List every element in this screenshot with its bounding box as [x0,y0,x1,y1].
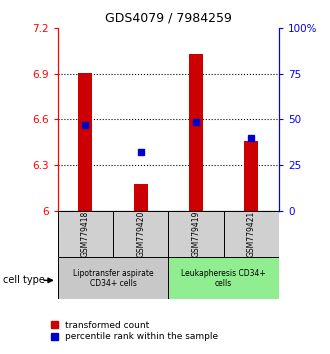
Text: GSM779418: GSM779418 [81,211,90,257]
FancyBboxPatch shape [168,257,279,299]
Bar [134,184,148,211]
FancyBboxPatch shape [113,211,168,257]
Text: GSM779421: GSM779421 [247,211,256,257]
Text: GSM779420: GSM779420 [136,210,145,257]
Bar [79,73,92,211]
Text: GSM779419: GSM779419 [191,210,200,257]
Text: Lipotransfer aspirate
CD34+ cells: Lipotransfer aspirate CD34+ cells [73,269,153,288]
FancyBboxPatch shape [58,257,168,299]
Bar [189,54,203,211]
Bar [244,141,258,211]
FancyBboxPatch shape [58,211,113,257]
Legend: transformed count, percentile rank within the sample: transformed count, percentile rank withi… [51,321,218,341]
Text: cell type: cell type [3,275,45,285]
Text: Leukapheresis CD34+
cells: Leukapheresis CD34+ cells [181,269,266,288]
FancyBboxPatch shape [168,211,223,257]
Title: GDS4079 / 7984259: GDS4079 / 7984259 [105,11,232,24]
FancyBboxPatch shape [223,211,279,257]
